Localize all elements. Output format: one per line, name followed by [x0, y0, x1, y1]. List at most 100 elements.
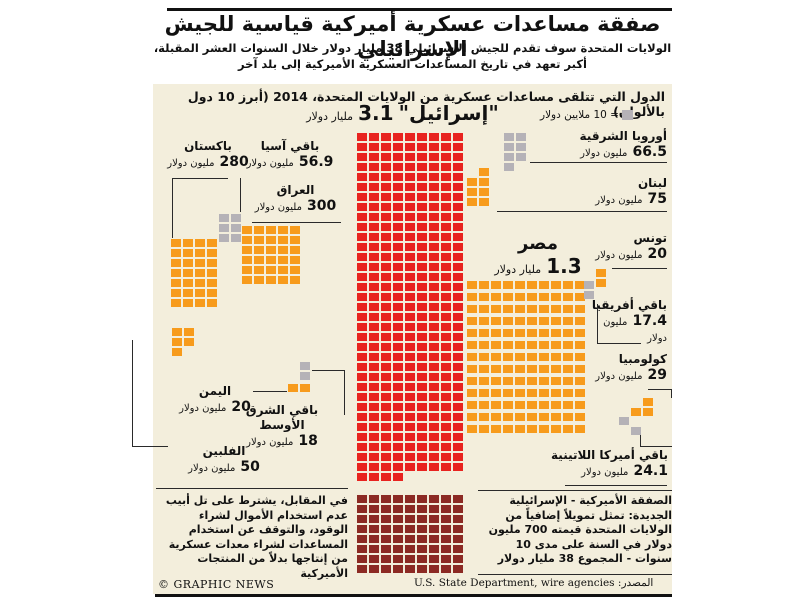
- waffle-square: [551, 365, 561, 373]
- waffle-square: [417, 193, 427, 201]
- waffle-square: [441, 333, 451, 341]
- waffle-square: [453, 495, 463, 503]
- connector-line: [597, 304, 598, 344]
- waffle-square: [453, 393, 463, 401]
- waffle-square: [429, 303, 439, 311]
- waffle-square: [503, 293, 513, 301]
- waffle-square: [405, 143, 415, 151]
- waffle-square: [453, 283, 463, 291]
- waffle-square: [405, 283, 415, 291]
- waffle-square: [369, 525, 379, 533]
- waffle-square: [515, 425, 525, 433]
- waffle-square: [357, 403, 367, 411]
- waffle-square: [417, 263, 427, 271]
- waffle-square: [357, 213, 367, 221]
- waffle-square: [417, 525, 427, 533]
- waffle-square: [453, 313, 463, 321]
- waffle-square: [369, 555, 379, 563]
- connector-line: [530, 162, 667, 163]
- waffle-square: [369, 495, 379, 503]
- waffle-square: [357, 223, 367, 231]
- waffle-square: [171, 259, 181, 267]
- waffle-square: [429, 173, 439, 181]
- waffle-square: [467, 377, 477, 385]
- waffle-square: [429, 565, 439, 573]
- waffle-square: [369, 535, 379, 543]
- waffle-square: [405, 535, 415, 543]
- waffle-square: [563, 353, 573, 361]
- waffle-square: [242, 236, 252, 244]
- waffle-square: [441, 253, 451, 261]
- waffle-square: [183, 259, 193, 267]
- waffle-square: [405, 393, 415, 401]
- waffle-square: [467, 305, 477, 313]
- waffle-square: [551, 401, 561, 409]
- waffle-square: [429, 373, 439, 381]
- waffle-square: [393, 263, 403, 271]
- waffle-square: [417, 173, 427, 181]
- waffle-square: [429, 333, 439, 341]
- waffle-square: [551, 317, 561, 325]
- page-title: صفقة مساعدات عسكرية أميركية قياسية للجيش…: [164, 12, 661, 61]
- waffle-square: [479, 305, 489, 313]
- waffle-square: [381, 545, 391, 553]
- waffle-square: [453, 333, 463, 341]
- waffle-square: [381, 173, 391, 181]
- waffle-square: [231, 234, 241, 242]
- waffle-square: [503, 341, 513, 349]
- waffle-square: [405, 343, 415, 351]
- waffle-square: [357, 173, 367, 181]
- waffle-square: [357, 423, 367, 431]
- waffle-square: [441, 263, 451, 271]
- waffle-square: [405, 515, 415, 523]
- waffle-square: [405, 273, 415, 281]
- waffle-square: [369, 505, 379, 513]
- waffle-square: [381, 373, 391, 381]
- subtitle-line-2: أكبر تعهد في تاريخ المساعدات العسكرية ال…: [238, 57, 587, 71]
- waffle-square: [491, 281, 501, 289]
- waffle-square: [453, 243, 463, 251]
- waffle-square: [441, 303, 451, 311]
- waffle-square: [527, 329, 537, 337]
- waffle-square: [515, 293, 525, 301]
- waffle-square: [357, 565, 367, 573]
- waffle-square: [429, 233, 439, 241]
- waffle-square: [369, 463, 379, 471]
- waffle-square: [417, 293, 427, 301]
- waffle-square: [429, 505, 439, 513]
- waffle-square: [266, 266, 276, 274]
- waffle-square: [405, 203, 415, 211]
- waffle-square: [405, 495, 415, 503]
- waffle-square: [369, 473, 379, 481]
- waffle-square: [453, 183, 463, 191]
- waffle-square: [405, 555, 415, 563]
- waffle-square: [195, 289, 205, 297]
- waffle-square: [405, 525, 415, 533]
- waffle-square: [467, 365, 477, 373]
- waffle-square: [357, 263, 367, 271]
- waffle-square: [467, 198, 477, 206]
- waffle-square: [381, 433, 391, 441]
- waffle-square: [515, 401, 525, 409]
- waffle-square: [369, 273, 379, 281]
- waffle-square: [584, 291, 594, 299]
- waffle-square: [393, 463, 403, 471]
- waffle-square: [441, 403, 451, 411]
- waffle-square: [551, 425, 561, 433]
- waffle-square: [503, 401, 513, 409]
- waffle-square: [575, 281, 585, 289]
- waffle-square: [575, 389, 585, 397]
- waffle-square: [381, 323, 391, 331]
- waffle-square: [429, 133, 439, 141]
- waffle-square: [441, 283, 451, 291]
- waffle-square: [429, 283, 439, 291]
- waffle-square: [393, 473, 403, 481]
- waffle-square: [381, 555, 391, 563]
- waffle-square: [441, 393, 451, 401]
- waffle-square: [441, 323, 451, 331]
- waffle-square: [219, 224, 229, 232]
- waffle-square: [527, 425, 537, 433]
- waffle-square: [453, 383, 463, 391]
- waffle-square: [417, 515, 427, 523]
- waffle-square: [417, 233, 427, 241]
